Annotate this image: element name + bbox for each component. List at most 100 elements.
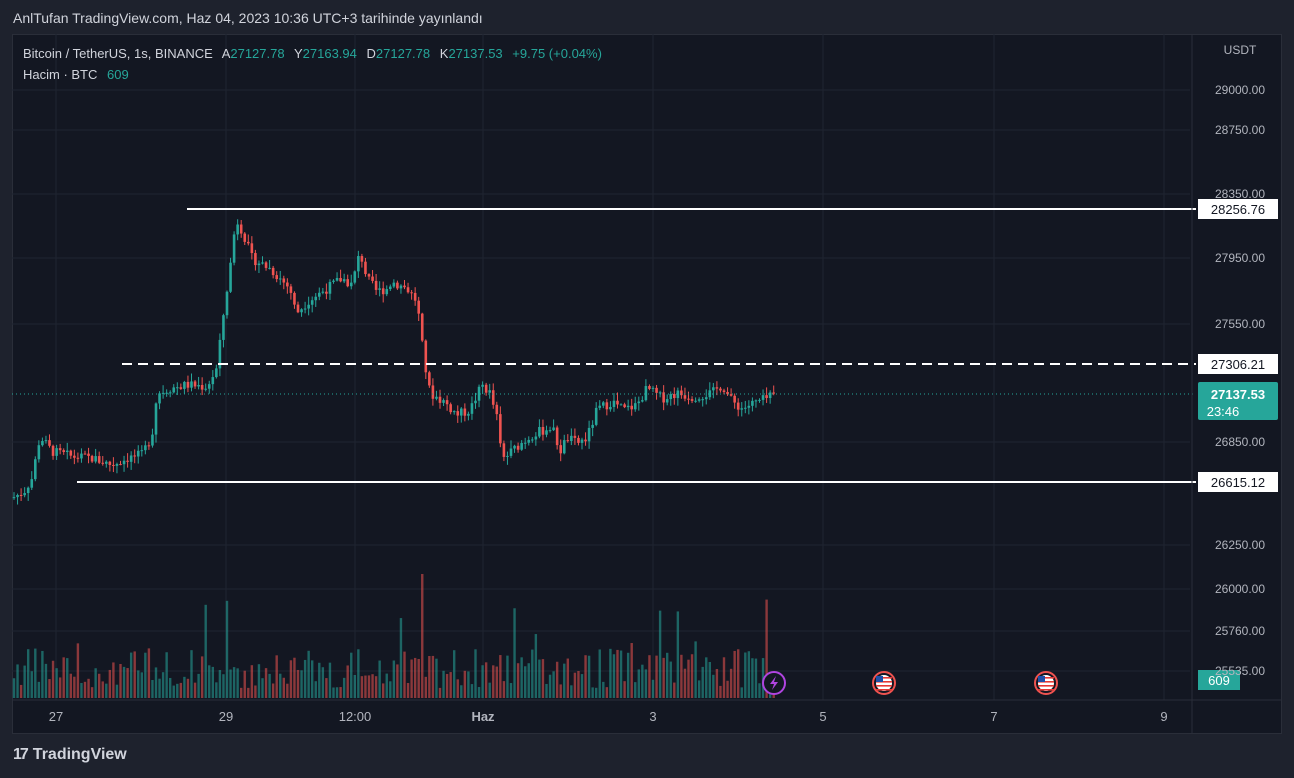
symbol-label[interactable]: Bitcoin / TetherUS, 1s, BINANCE [23,46,213,61]
volume-bar [676,611,680,698]
candle-body [452,411,456,413]
volume-bar [119,663,122,698]
candle-body [381,288,385,295]
candle-body [399,285,403,289]
candle-body [385,289,389,295]
volume-bar [229,669,232,698]
flag-stripe [876,677,892,679]
legend-row-price: Bitcoin / TetherUS, 1s, BINANCE A27127.7… [23,46,608,61]
volume-bar [587,655,591,698]
change-value: +9.75 (+0.04%) [512,46,602,61]
volume-bar [51,660,55,698]
candle-body [630,405,633,410]
candle-body [655,387,658,393]
volume-bar [289,660,293,698]
volume-bar [94,668,97,698]
volume-bar [154,667,158,698]
price-tick-label: 28750.00 [1215,123,1265,137]
candle-body [37,445,41,460]
time-tick-label: 5 [819,709,826,724]
volume-bar [737,649,740,698]
volume-bar [509,683,513,698]
candle-body [396,282,399,289]
us-flag-icon[interactable] [1034,671,1058,695]
candle-body [431,385,435,399]
candle-body [26,487,30,494]
candle-body [736,402,740,410]
volume-bar [651,679,655,698]
volume-bar [456,679,459,698]
candle-body [247,241,250,244]
candle-body [662,392,665,403]
candle-body [502,443,506,457]
candle-body [215,368,218,378]
volume-bar [680,654,683,698]
volume-bar [122,666,126,698]
volume-bar [421,573,424,698]
volume-bar [62,657,65,698]
volume-bar [527,663,530,698]
candle-body [374,280,378,290]
lightning-icon[interactable] [762,671,786,695]
candle-body [683,395,687,399]
volume-bar [751,658,754,698]
tradingview-mark-icon: 17 [13,746,29,763]
volume-bar [630,643,633,698]
candle-body [719,388,722,391]
volume-bar [634,682,637,698]
volume-bar [73,676,76,698]
candle-body [761,395,765,400]
volume-bar [580,674,584,698]
candle-body [115,464,119,466]
candle-body [314,296,318,301]
chart-panel[interactable] [12,34,1282,734]
volume-bar [431,655,435,698]
tradingview-logo[interactable]: 17 TradingView [13,746,127,764]
price-chart[interactable]: 28256.76 27306.21 26615.12 27137.53 23:46 609… [12,34,1282,734]
candle-body [65,450,69,453]
candle-body [97,456,101,463]
volume-bar [474,649,477,698]
volume-bar [69,673,72,698]
volume-bar [506,655,509,698]
volume-bar [637,669,640,698]
candle-body [69,450,73,456]
volume-bar [524,666,527,698]
volume-bar [300,670,303,698]
candle-body [108,461,112,465]
time-tick-label: Haz [471,709,495,724]
volume-bar [147,648,151,698]
volume-bar [648,655,651,698]
volume-bar [80,682,83,698]
volume-bar [754,658,758,698]
volume-bar [271,683,275,698]
candle-body [488,390,491,393]
us-flag-icon[interactable] [872,671,896,695]
volume-bar [346,665,349,698]
tradingview-brand: TradingView [32,746,127,763]
volume-bar [314,681,317,698]
price-line-label-box [1198,199,1278,219]
lightning-bolt [770,676,778,690]
candle-body [648,386,651,389]
volume-bar [598,649,601,698]
candle-body [697,399,701,401]
candle-body [310,300,314,305]
volume-label[interactable]: Hacim · BTC [23,67,98,82]
volume-bar [683,668,687,698]
price-tick-label: 29000.00 [1215,83,1265,97]
volume-bar [502,681,506,698]
candle-body [708,390,712,398]
candle-body [44,440,48,442]
volume-bar [215,682,218,698]
candle-body [353,271,357,283]
volume-bar [179,682,183,698]
candle-body [740,408,744,410]
candle-body [271,267,275,276]
volume-bar [275,655,278,698]
candle-body [598,405,602,408]
volume-bar [403,651,406,698]
flag-stripe [876,689,892,691]
candle-body [87,453,90,456]
candle-body [151,434,154,446]
